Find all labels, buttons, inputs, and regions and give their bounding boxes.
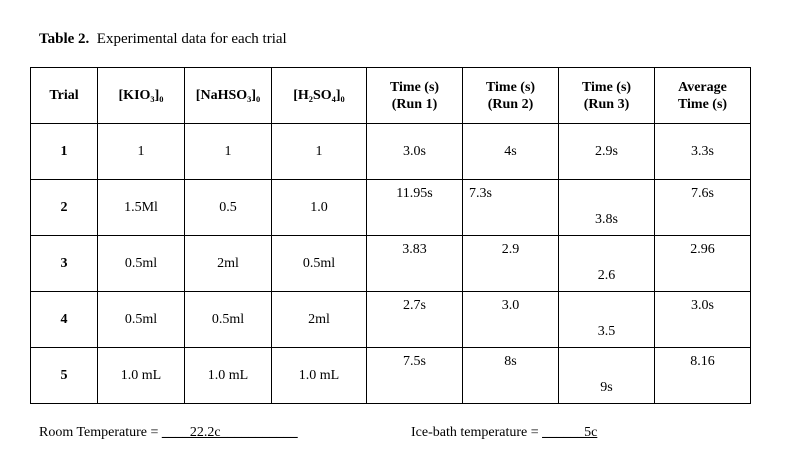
average-value: 3.0s	[691, 298, 714, 313]
ice-bath-temperature-value: ______5c	[542, 425, 598, 440]
average-value: 2.96	[690, 242, 715, 257]
room-temperature: Room Temperature = ____22.2c___________	[39, 425, 298, 441]
run2-value: 4s	[462, 123, 559, 180]
run2-value: 3.0	[501, 298, 520, 313]
run3-value: 3.8s	[595, 212, 618, 227]
run1-cell: 2.7s	[366, 291, 463, 348]
header-run1-line1: Time (s)	[389, 79, 440, 95]
average-value: 8.16	[690, 354, 715, 369]
table-row: 4 0.5ml 0.5ml 2ml 2.7s 3.0 3.5 3.0s	[30, 291, 751, 348]
run2-cell: 7.3s	[462, 179, 559, 236]
ice-bath-temperature: Ice-bath temperature = ______5c	[411, 425, 597, 441]
header-average-line2: Time (s)	[677, 96, 728, 112]
header-average: Average Time (s)	[654, 67, 751, 124]
h2so4-value: 0.5ml	[271, 235, 367, 292]
nahso3-value: 1.0 mL	[184, 347, 272, 404]
trial-number: 4	[30, 291, 98, 348]
header-trial: Trial	[30, 67, 98, 124]
header-run1-line2: (Run 1)	[391, 96, 438, 112]
kio3-value: 1.5Ml	[97, 179, 185, 236]
table-row: 1 1 1 1 3.0s 4s 2.9s 3.3s	[30, 123, 751, 180]
trial-number: 3	[30, 235, 98, 292]
table-row: 2 1.5Ml 0.5 1.0 11.95s 7.3s 3.8s 7.6s	[30, 179, 751, 236]
run3-value: 2.6	[597, 268, 616, 283]
caption-label: Table 2.	[39, 31, 90, 47]
room-temperature-label: Room Temperature =	[39, 425, 162, 440]
table-row: 3 0.5ml 2ml 0.5ml 3.83 2.9 2.6 2.96	[30, 235, 751, 292]
trial-number: 2	[30, 179, 98, 236]
nahso3-value: 0.5	[184, 179, 272, 236]
header-run2-line2: (Run 2)	[487, 96, 534, 112]
run3-value: 3.5	[597, 324, 616, 339]
run1-cell: 3.83	[366, 235, 463, 292]
run3-cell: 2.6	[558, 235, 655, 292]
nahso3-value: 2ml	[184, 235, 272, 292]
run1-cell: 7.5s	[366, 347, 463, 404]
nahso3-value: 0.5ml	[184, 291, 272, 348]
h2so4-value: 1	[271, 123, 367, 180]
run3-cell: 9s	[558, 347, 655, 404]
average-value: 3.3s	[654, 123, 751, 180]
run2-cell: 8s	[462, 347, 559, 404]
table-caption: Table 2. Experimental data for each tria…	[39, 31, 287, 48]
header-h2so4: [H₂SO₄]₀	[271, 67, 367, 124]
kio3-value: 0.5ml	[97, 291, 185, 348]
run2-value: 7.3s	[469, 186, 492, 201]
header-average-line1: Average	[678, 79, 727, 95]
h2so4-value: 2ml	[271, 291, 367, 348]
average-cell: 7.6s	[654, 179, 751, 236]
header-run3: Time (s) (Run 3)	[558, 67, 655, 124]
header-nahso3: [NaHSO₃]₀	[184, 67, 272, 124]
header-kio3: [KIO₃]₀	[97, 67, 185, 124]
run2-cell: 3.0	[462, 291, 559, 348]
run3-cell: 3.8s	[558, 179, 655, 236]
run1-value: 3.83	[402, 242, 427, 257]
header-run2-line1: Time (s)	[485, 79, 536, 95]
run1-value: 2.7s	[403, 298, 426, 313]
run2-value: 2.9	[501, 242, 520, 257]
run3-cell: 3.5	[558, 291, 655, 348]
run1-value: 11.95s	[396, 186, 433, 201]
ice-bath-temperature-label: Ice-bath temperature =	[411, 425, 543, 440]
run2-cell: 2.9	[462, 235, 559, 292]
run1-value: 7.5s	[403, 354, 426, 369]
header-row: Trial [KIO₃]₀ [NaHSO₃]₀ [H₂SO₄]₀ Time (s…	[30, 67, 751, 124]
average-cell: 2.96	[654, 235, 751, 292]
table-row: 5 1.0 mL 1.0 mL 1.0 mL 7.5s 8s 9s 8.16	[30, 347, 751, 404]
caption-text: Experimental data for each trial	[96, 31, 287, 47]
h2so4-value: 1.0	[271, 179, 367, 236]
experimental-data-table: Trial [KIO₃]₀ [NaHSO₃]₀ [H₂SO₄]₀ Time (s…	[30, 67, 751, 404]
header-run3-line1: Time (s)	[581, 79, 632, 95]
kio3-value: 0.5ml	[97, 235, 185, 292]
trial-number: 1	[30, 123, 98, 180]
run3-value: 9s	[600, 380, 613, 395]
header-run3-line2: (Run 3)	[583, 96, 630, 112]
run2-value: 8s	[504, 354, 517, 369]
trial-number: 5	[30, 347, 98, 404]
run1-cell: 11.95s	[366, 179, 463, 236]
kio3-value: 1.0 mL	[97, 347, 185, 404]
nahso3-value: 1	[184, 123, 272, 180]
average-cell: 8.16	[654, 347, 751, 404]
header-run1: Time (s) (Run 1)	[366, 67, 463, 124]
kio3-value: 1	[97, 123, 185, 180]
header-run2: Time (s) (Run 2)	[462, 67, 559, 124]
average-value: 7.6s	[691, 186, 714, 201]
average-cell: 3.0s	[654, 291, 751, 348]
run1-value: 3.0s	[366, 123, 463, 180]
run3-value: 2.9s	[558, 123, 655, 180]
room-temperature-value: ____22.2c___________	[161, 425, 298, 440]
h2so4-value: 1.0 mL	[271, 347, 367, 404]
